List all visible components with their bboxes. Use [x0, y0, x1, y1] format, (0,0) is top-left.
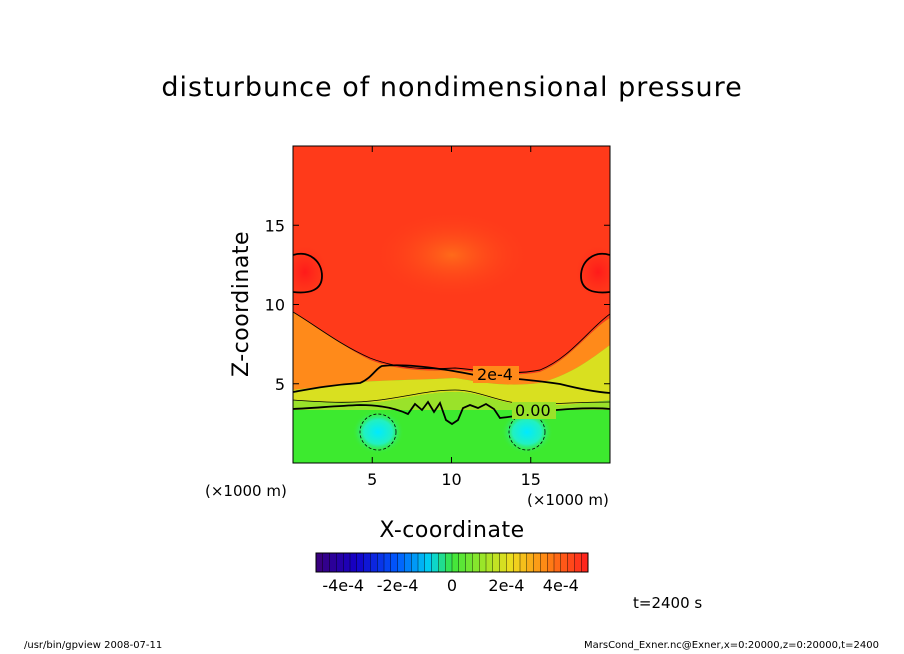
colorbar-bin: [356, 552, 365, 573]
colorbar-bin: [390, 552, 399, 573]
colorbar-bin: [329, 552, 337, 573]
colorbar-tick-label: 0: [447, 576, 457, 595]
contour-left-dashed: [359, 413, 397, 451]
contour-line-2e-4: [293, 364, 610, 394]
colorbar-bin: [397, 552, 405, 573]
y-tick-label: 10: [265, 296, 285, 315]
colorbar-tick-label: 2e-4: [488, 576, 524, 595]
colorbar-bin: [377, 552, 385, 573]
colorbar-tick-label: 4e-4: [543, 576, 579, 595]
contour-label: 2e-4: [477, 365, 513, 384]
x-tick-label: 10: [441, 470, 461, 489]
colorbar-bin: [438, 552, 446, 573]
footer-dataset-info: MarsCond_Exner.nc@Exner,x=0:20000,z=0:20…: [584, 640, 879, 651]
colorbar-bin: [492, 552, 501, 573]
field-orange-region: [293, 312, 610, 390]
colorbar-bin: [479, 552, 487, 573]
colorbar-bin: [513, 552, 521, 573]
contour-lines: [293, 252, 610, 451]
contour-line-upper: [293, 311, 610, 374]
x-axis-unit: (×1000 m): [527, 491, 609, 509]
colorbar-bin: [424, 552, 433, 573]
y-axis-title: Z-coordinate: [229, 231, 254, 377]
field-right-low: [501, 410, 553, 454]
y-axis-unit: (×1000 m): [205, 482, 287, 500]
colorbar-tick-label: -2e-4: [377, 576, 419, 595]
field-left-low: [352, 410, 404, 454]
colorbar-bin: [540, 552, 548, 573]
colorbar-bin: [581, 552, 589, 573]
colorbar-bin: [349, 552, 358, 573]
colorbar-frame: [315, 552, 589, 573]
colorbar-tick-label: -4e-4: [322, 576, 364, 595]
contour-label: 0.00: [515, 401, 551, 420]
colorbar-bin: [458, 552, 467, 573]
field-yellow-region: [293, 345, 610, 406]
colorbar-bin: [553, 552, 562, 573]
contour-line-zero: [293, 400, 610, 426]
colorbar-bin: [506, 552, 514, 573]
colorbar-bin: [404, 552, 412, 573]
colorbar-bin: [574, 552, 582, 573]
colorbar: [315, 552, 589, 573]
colorbar-bin: [417, 552, 426, 573]
colorbar-bin: [485, 552, 494, 573]
colorbar-bin: [315, 552, 324, 573]
colorbar-bin: [567, 552, 575, 573]
colorbar-bin: [431, 552, 439, 573]
colorbar-bin: [322, 552, 331, 573]
colorbar-bin: [370, 552, 378, 573]
axis-ticks: 5 10 15 5 10 15: [265, 146, 610, 489]
colorbar-bin: [533, 552, 541, 573]
colorbar-bin: [445, 552, 453, 573]
y-tick-label: 15: [265, 216, 285, 235]
colorbar-bin: [472, 552, 480, 573]
colorbar-bin: [526, 552, 535, 573]
colorbar-bin: [411, 552, 419, 573]
colorbar-bin: [363, 552, 371, 573]
contour-right-dashed: [508, 413, 546, 451]
heatmap-field: [293, 146, 610, 463]
colorbar-tick-labels: -4e-4 -2e-4 0 2e-4 4e-4: [322, 576, 578, 595]
x-tick-label: 5: [367, 470, 377, 489]
x-axis-title: X-coordinate: [379, 518, 524, 543]
colorbar-bin: [519, 552, 528, 573]
field-right-high: [576, 246, 610, 298]
contour-label-bg-1: [473, 366, 519, 383]
colorbar-bin: [560, 552, 569, 573]
colorbar-bin: [465, 552, 473, 573]
contour-right-loop: [580, 252, 610, 294]
contour-label-bg-2: [512, 402, 556, 419]
field-left-high: [293, 246, 327, 298]
x-tick-label: 15: [521, 470, 541, 489]
field-top-high: [372, 210, 532, 300]
colorbar-bin: [547, 552, 555, 573]
colorbar-bin: [383, 552, 392, 573]
chart-title: disturbunce of nondimensional pressure: [161, 72, 743, 103]
y-tick-label: 5: [275, 375, 285, 394]
time-label: t=2400 s: [633, 594, 703, 612]
colorbar-bin: [343, 552, 351, 573]
colorbar-bin: [336, 552, 344, 573]
contour-left-loop: [293, 252, 323, 294]
colorbar-bin: [451, 552, 460, 573]
colorbar-bin: [499, 552, 507, 573]
footer-program-date: /usr/bin/gpview 2008-07-11: [24, 640, 163, 651]
